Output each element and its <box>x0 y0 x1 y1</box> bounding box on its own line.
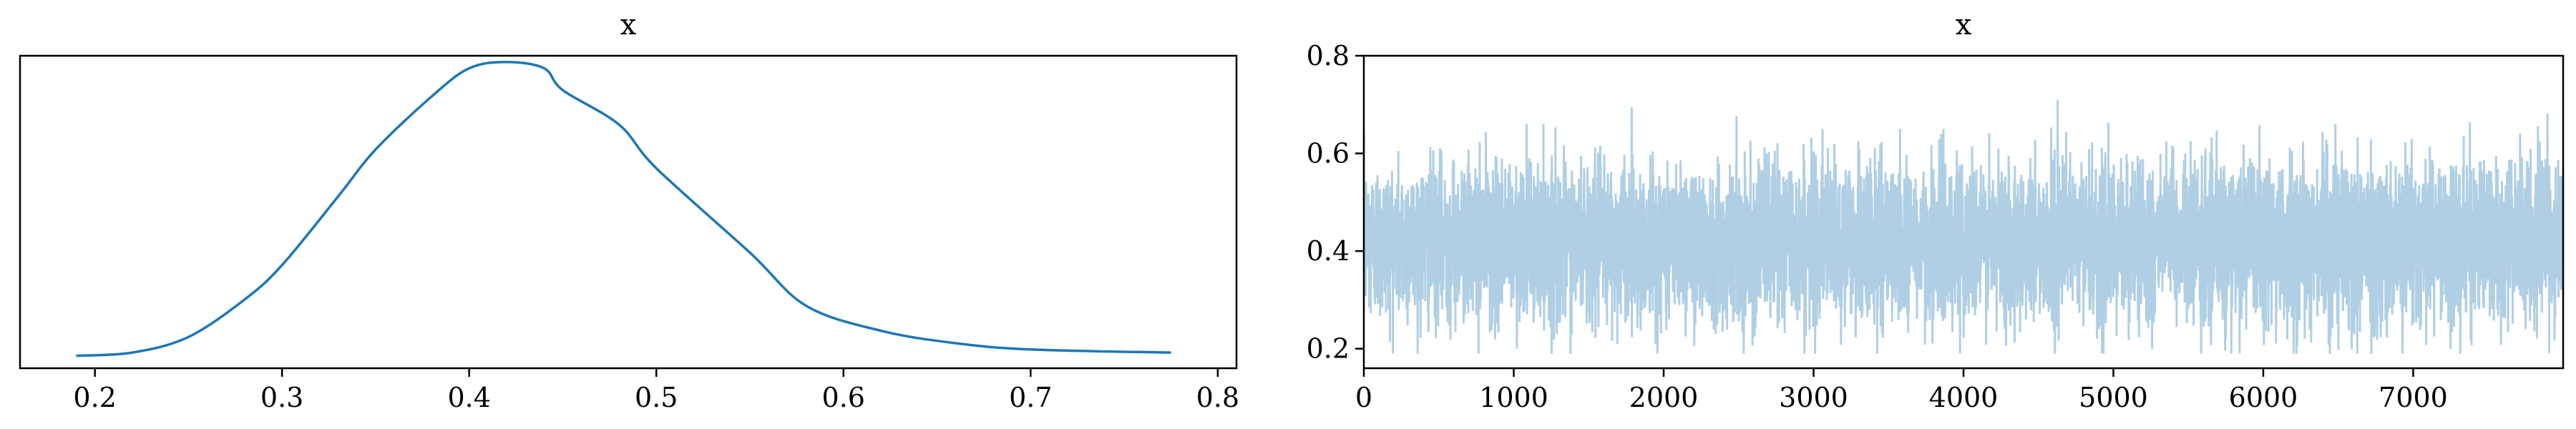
x-tick-label: 4000 <box>1929 382 1999 413</box>
x-tick-label: 2000 <box>1629 382 1699 413</box>
y-tick-label: 0.6 <box>1307 138 1350 169</box>
x-tick-label: 0 <box>1355 382 1372 413</box>
x-tick-label: 0.5 <box>635 382 678 413</box>
x-tick-label: 0.3 <box>260 382 303 413</box>
trace-panel: x 0 1000 2000 3000 4000 5000 6000 7000 0.2 0.4 0.6 0… <box>1307 9 2565 413</box>
x-tick-label: 3000 <box>1779 382 1848 413</box>
density-panel: x 0.2 0.3 0.4 0.5 0.6 0.7 0.8 <box>19 9 1239 413</box>
trace-line <box>1362 99 2565 354</box>
y-tick-label: 0.8 <box>1307 40 1350 72</box>
axes-frame <box>19 54 1238 370</box>
x-tick-label: 1000 <box>1479 382 1548 413</box>
x-tick-label: 0.2 <box>73 382 116 413</box>
y-tick-label: 0.2 <box>1307 333 1350 365</box>
y-tick-label: 0.4 <box>1307 235 1350 267</box>
x-tick-label: 5000 <box>2079 382 2148 413</box>
chart-title: x <box>620 9 637 41</box>
x-tick-label: 6000 <box>2229 382 2298 413</box>
x-tick-label: 0.4 <box>447 382 490 413</box>
chart-title: x <box>1956 9 1972 41</box>
x-tick-label: 0.6 <box>822 382 865 413</box>
x-tick-label: 7000 <box>2379 382 2448 413</box>
density-curve <box>76 60 1171 358</box>
x-tick-label: 0.8 <box>1196 382 1239 413</box>
x-tick-label: 0.7 <box>1009 382 1052 413</box>
